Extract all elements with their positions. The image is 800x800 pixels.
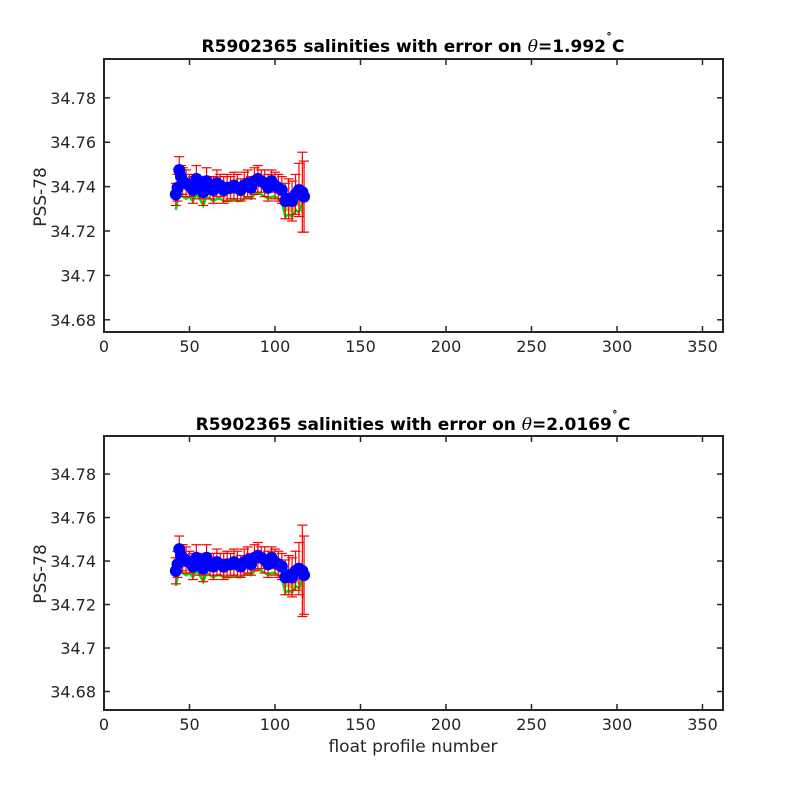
x-tick-label: 200: [431, 337, 462, 356]
x-tick-label: 0: [99, 337, 109, 356]
x-tick-label: 150: [345, 337, 376, 356]
plot-title-top: R5902365 salinities with error on θ=1.99…: [202, 31, 625, 57]
data-marks-bottom: [169, 524, 311, 618]
salinity-panel-bottom: R5902365 salinities with error on θ=2.01…: [31, 409, 724, 757]
data-point: [298, 569, 311, 582]
y-tick-label: 34.74: [50, 178, 96, 197]
y-tick-label: 34.68: [50, 311, 96, 330]
y-tick-label: 34.78: [50, 465, 96, 484]
axis-ticks-top: 0 50 100 150 200 250 300 350 34.68 34.7 34.72 34.74…: [50, 59, 723, 356]
y-tick-label: 34.7: [60, 639, 96, 658]
x-tick-label: 200: [431, 715, 462, 734]
y-tick-label: 34.72: [50, 596, 96, 615]
y-tick-label: 34.72: [50, 222, 96, 241]
x-tick-label: 350: [687, 337, 718, 356]
x-tick-label: 50: [179, 715, 199, 734]
y-axis-title-top: PSS-78: [31, 167, 51, 227]
x-tick-label: 100: [260, 715, 291, 734]
data-point: [298, 190, 311, 203]
plot-title-bottom: R5902365 salinities with error on θ=2.01…: [196, 409, 631, 435]
y-tick-label: 34.74: [50, 552, 96, 571]
data-point: [275, 183, 288, 196]
x-tick-label: 150: [345, 715, 376, 734]
x-tick-label: 350: [687, 715, 718, 734]
data-point: [275, 560, 288, 573]
plot-frame-bottom: [103, 435, 724, 711]
y-tick-label: 34.76: [50, 133, 96, 152]
y-tick-label: 34.76: [50, 509, 96, 528]
plot-frame-top: [103, 58, 724, 333]
y-tick-label: 34.78: [50, 89, 96, 108]
x-tick-label: 250: [516, 337, 547, 356]
y-axis-title-bottom: PSS-78: [31, 544, 51, 604]
y-tick-label: 34.68: [50, 683, 96, 702]
x-axis-title: float profile number: [328, 737, 497, 757]
data-marks-top: [169, 151, 311, 233]
x-tick-label: 250: [516, 715, 547, 734]
x-tick-label: 50: [179, 337, 199, 356]
x-tick-label: 300: [602, 715, 633, 734]
x-tick-label: 100: [260, 337, 291, 356]
x-tick-label: 300: [602, 337, 633, 356]
salinity-panel-top: R5902365 salinities with error on θ=1.99…: [31, 31, 724, 356]
y-tick-label: 34.7: [60, 266, 96, 285]
x-tick-label: 0: [99, 715, 109, 734]
axis-ticks-bottom: 0 50 100 150 200 250 300 350 34.68 34.7 34.72 34.74…: [50, 436, 723, 734]
